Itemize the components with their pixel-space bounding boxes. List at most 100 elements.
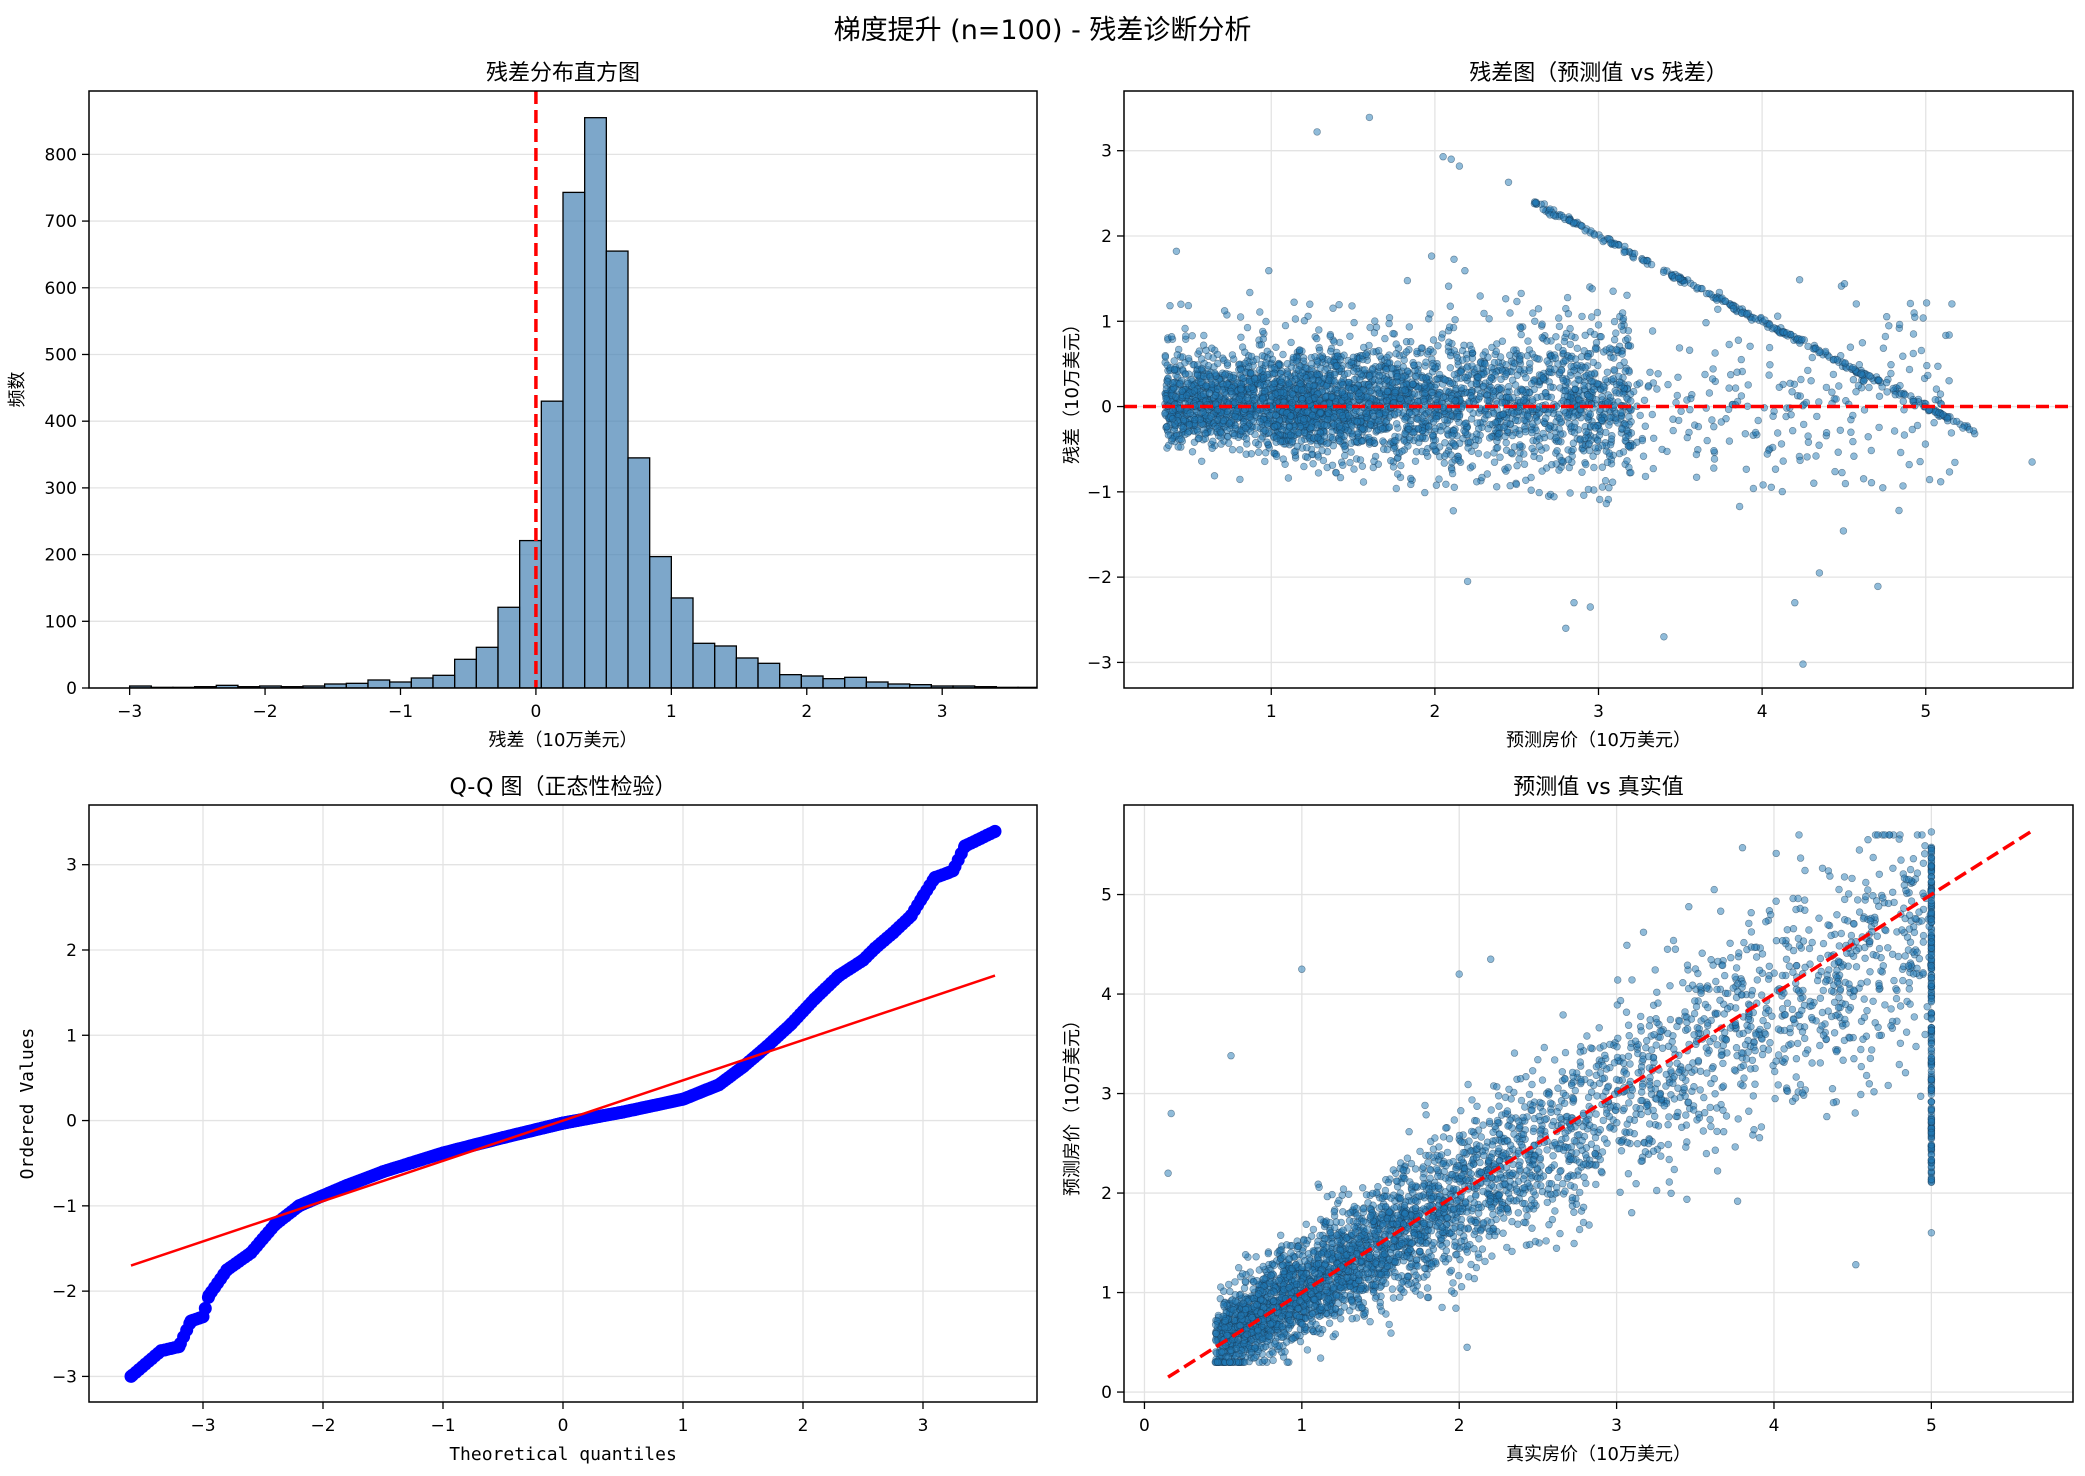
residual-point (1250, 375, 1259, 383)
residual-point (1766, 361, 1774, 369)
residual-point (1247, 369, 1255, 378)
residual-point (1512, 480, 1521, 489)
residual-point (1328, 434, 1337, 442)
residual-point (1270, 364, 1279, 372)
residual-point (1295, 346, 1304, 354)
residual-point (1538, 467, 1546, 475)
y-axis-label: 残差（10万美元） (1062, 315, 1083, 464)
residual-point (1911, 313, 1919, 321)
residual-point (1277, 378, 1286, 387)
residual-point (1270, 423, 1279, 431)
residual-point (1598, 483, 1607, 491)
subplot-1: −3 −2 −1 0 1 2 30100200300400500600700800残差分布直… (7, 61, 1038, 751)
residual-point (1184, 301, 1193, 310)
residual-point (1362, 350, 1370, 358)
residual-point (1765, 343, 1774, 352)
residual-point (1303, 444, 1311, 452)
residual-point (1602, 499, 1611, 508)
qq-point (958, 839, 972, 853)
residual-point (1828, 388, 1836, 396)
qq-points (124, 824, 1002, 1383)
residual-point (1392, 420, 1401, 428)
residual-point (1402, 338, 1411, 346)
residual-point (1618, 309, 1627, 317)
residual-point (1256, 418, 1264, 426)
residual-point (1170, 357, 1178, 365)
residual-point (1422, 358, 1430, 366)
prediction-point (1857, 1090, 1865, 1099)
residual-point (1455, 456, 1463, 465)
residual-point (1184, 380, 1192, 388)
residual-point (1574, 376, 1583, 384)
residual-point (1260, 387, 1269, 395)
residual-point (1875, 392, 1884, 400)
residual-point (1773, 429, 1782, 437)
residual-point (1692, 450, 1701, 459)
qq-point (856, 953, 870, 967)
residual-point (1570, 429, 1579, 437)
qq-point (220, 1263, 234, 1277)
residual-point (1476, 393, 1484, 401)
residual-point (1270, 379, 1279, 387)
x-axis-label: Theoretical quantiles (449, 1444, 677, 1465)
x-tick-label: 3 (937, 702, 948, 722)
residual-point (1436, 427, 1445, 435)
residual-point (1440, 459, 1449, 467)
residual-point (1288, 437, 1297, 445)
residual-point (1440, 452, 1449, 460)
residual-point (1375, 410, 1383, 418)
prediction-point (1481, 1257, 1489, 1266)
y-tick-label: −2 (52, 1282, 77, 1302)
residual-point (1333, 362, 1341, 370)
residual-point (1241, 424, 1250, 432)
qq-fit-line (130, 974, 996, 1267)
residual-point (1446, 351, 1455, 360)
residual-point (1553, 447, 1561, 455)
residual-point (1638, 436, 1647, 445)
residual-point (1708, 416, 1716, 424)
residual-point (1852, 388, 1860, 396)
residual-point (1601, 477, 1610, 485)
residual-point (1279, 350, 1287, 359)
residual-point (1209, 437, 1217, 445)
residual-point (1246, 413, 1254, 421)
residual-point (1555, 466, 1563, 474)
residual-point (1213, 385, 1222, 393)
residual-point (1298, 369, 1307, 377)
residual-point (1879, 484, 1887, 492)
residual-point (1230, 431, 1239, 440)
residual-point (1855, 361, 1864, 369)
residual-point (1420, 381, 1429, 390)
y-tick-label: 400 (45, 412, 77, 432)
y-tick-label: 100 (45, 612, 77, 632)
prediction-point (1768, 1012, 1776, 1020)
residual-point (1635, 379, 1644, 387)
qq-point (988, 824, 1002, 838)
residual-point (1581, 434, 1589, 442)
residual-point (1256, 381, 1265, 389)
qq-point (124, 1369, 138, 1383)
residual-point (1362, 409, 1370, 417)
residual-point (1409, 428, 1418, 437)
residual-point (1725, 437, 1734, 445)
y-tick-label: −1 (1087, 483, 1112, 503)
residual-point (1188, 448, 1197, 456)
prediction-point (1740, 1074, 1748, 1082)
residual-point (1378, 424, 1387, 433)
y-tick-label: −2 (1087, 568, 1112, 588)
residual-point (1296, 422, 1305, 431)
residual-point (1467, 415, 1476, 423)
prediction-point (1457, 1106, 1465, 1115)
residual-point (1394, 433, 1403, 441)
residual-point (1328, 461, 1337, 469)
residual-point (1323, 440, 1331, 448)
residual-point (1455, 412, 1464, 421)
residual-point (1485, 434, 1494, 442)
residual-point (1841, 359, 1849, 367)
histogram-bar (714, 645, 737, 688)
residual-point (1422, 374, 1430, 382)
residual-point (1174, 443, 1182, 451)
residual-point (1237, 366, 1245, 374)
histogram-bar (649, 555, 672, 688)
residual-point (1432, 481, 1441, 489)
